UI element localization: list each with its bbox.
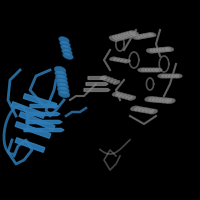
Ellipse shape xyxy=(154,68,162,72)
Ellipse shape xyxy=(121,94,130,99)
Ellipse shape xyxy=(120,59,127,63)
Ellipse shape xyxy=(150,68,159,72)
Polygon shape xyxy=(15,138,45,152)
Polygon shape xyxy=(19,112,55,130)
Ellipse shape xyxy=(113,57,120,61)
Ellipse shape xyxy=(55,70,67,78)
Polygon shape xyxy=(88,77,106,79)
Ellipse shape xyxy=(103,77,110,81)
Ellipse shape xyxy=(116,58,124,62)
Ellipse shape xyxy=(140,34,148,38)
Ellipse shape xyxy=(132,35,140,40)
Ellipse shape xyxy=(164,98,175,104)
Polygon shape xyxy=(86,83,108,85)
Ellipse shape xyxy=(141,108,151,113)
Ellipse shape xyxy=(120,33,131,39)
Ellipse shape xyxy=(148,32,156,37)
Ellipse shape xyxy=(54,66,66,74)
Ellipse shape xyxy=(56,78,68,86)
Ellipse shape xyxy=(128,30,139,36)
Ellipse shape xyxy=(174,74,182,78)
Ellipse shape xyxy=(57,86,69,94)
Ellipse shape xyxy=(151,97,162,103)
Ellipse shape xyxy=(155,97,165,103)
Ellipse shape xyxy=(147,68,156,72)
Ellipse shape xyxy=(115,92,124,97)
Ellipse shape xyxy=(100,75,107,80)
Ellipse shape xyxy=(158,74,166,78)
Ellipse shape xyxy=(152,48,162,53)
Ellipse shape xyxy=(134,106,144,112)
Ellipse shape xyxy=(158,47,168,52)
Ellipse shape xyxy=(57,82,69,90)
Polygon shape xyxy=(28,112,60,116)
Ellipse shape xyxy=(161,74,170,78)
Ellipse shape xyxy=(61,45,71,51)
Ellipse shape xyxy=(58,90,70,98)
Ellipse shape xyxy=(112,35,122,41)
Ellipse shape xyxy=(144,68,153,72)
Ellipse shape xyxy=(145,96,156,102)
Ellipse shape xyxy=(113,80,120,85)
Polygon shape xyxy=(24,128,64,132)
Ellipse shape xyxy=(112,91,121,96)
Ellipse shape xyxy=(118,93,127,98)
Ellipse shape xyxy=(145,33,154,37)
Polygon shape xyxy=(23,94,57,108)
Ellipse shape xyxy=(158,97,169,103)
Ellipse shape xyxy=(141,68,150,72)
Polygon shape xyxy=(84,89,110,91)
Ellipse shape xyxy=(149,48,159,53)
Ellipse shape xyxy=(146,48,156,53)
Ellipse shape xyxy=(137,34,146,39)
Ellipse shape xyxy=(109,36,120,42)
Ellipse shape xyxy=(170,74,179,78)
Ellipse shape xyxy=(161,47,171,52)
Polygon shape xyxy=(11,102,45,118)
Ellipse shape xyxy=(63,53,73,59)
Ellipse shape xyxy=(126,31,136,37)
Ellipse shape xyxy=(106,78,114,82)
Polygon shape xyxy=(15,122,51,138)
Ellipse shape xyxy=(138,68,146,72)
Ellipse shape xyxy=(164,47,174,52)
Ellipse shape xyxy=(124,95,133,100)
Ellipse shape xyxy=(161,98,172,103)
Ellipse shape xyxy=(127,96,136,101)
Ellipse shape xyxy=(110,79,117,83)
Polygon shape xyxy=(26,120,62,124)
Ellipse shape xyxy=(59,37,69,43)
Ellipse shape xyxy=(62,49,72,55)
Ellipse shape xyxy=(164,74,173,78)
Ellipse shape xyxy=(55,74,67,82)
Ellipse shape xyxy=(148,109,158,114)
Ellipse shape xyxy=(144,108,154,114)
Ellipse shape xyxy=(114,34,125,40)
Ellipse shape xyxy=(123,32,134,38)
Ellipse shape xyxy=(142,33,151,38)
Ellipse shape xyxy=(148,97,159,102)
Ellipse shape xyxy=(60,41,70,47)
Ellipse shape xyxy=(117,33,128,39)
Ellipse shape xyxy=(123,59,131,63)
Ellipse shape xyxy=(134,35,143,39)
Ellipse shape xyxy=(130,106,140,111)
Ellipse shape xyxy=(167,74,176,78)
Ellipse shape xyxy=(155,47,165,53)
Polygon shape xyxy=(30,104,58,108)
Ellipse shape xyxy=(109,57,117,61)
Ellipse shape xyxy=(137,107,147,112)
